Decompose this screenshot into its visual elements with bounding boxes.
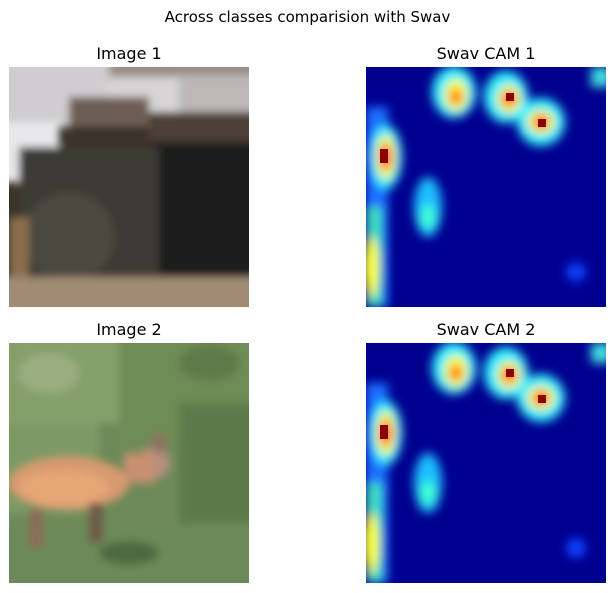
image-1-cat [9, 67, 249, 307]
cam-heatmap-1 [366, 67, 606, 307]
image-2-deer [9, 343, 249, 583]
panel-title-image-2: Image 2 [96, 320, 162, 339]
panel-title-cam-1: Swav CAM 1 [436, 44, 536, 63]
figure-title: Across classes comparision with Swav [164, 8, 451, 26]
panel-title-image-1: Image 1 [96, 44, 162, 63]
panel-title-cam-2: Swav CAM 2 [436, 320, 536, 339]
cam-heatmap-2 [366, 343, 606, 583]
